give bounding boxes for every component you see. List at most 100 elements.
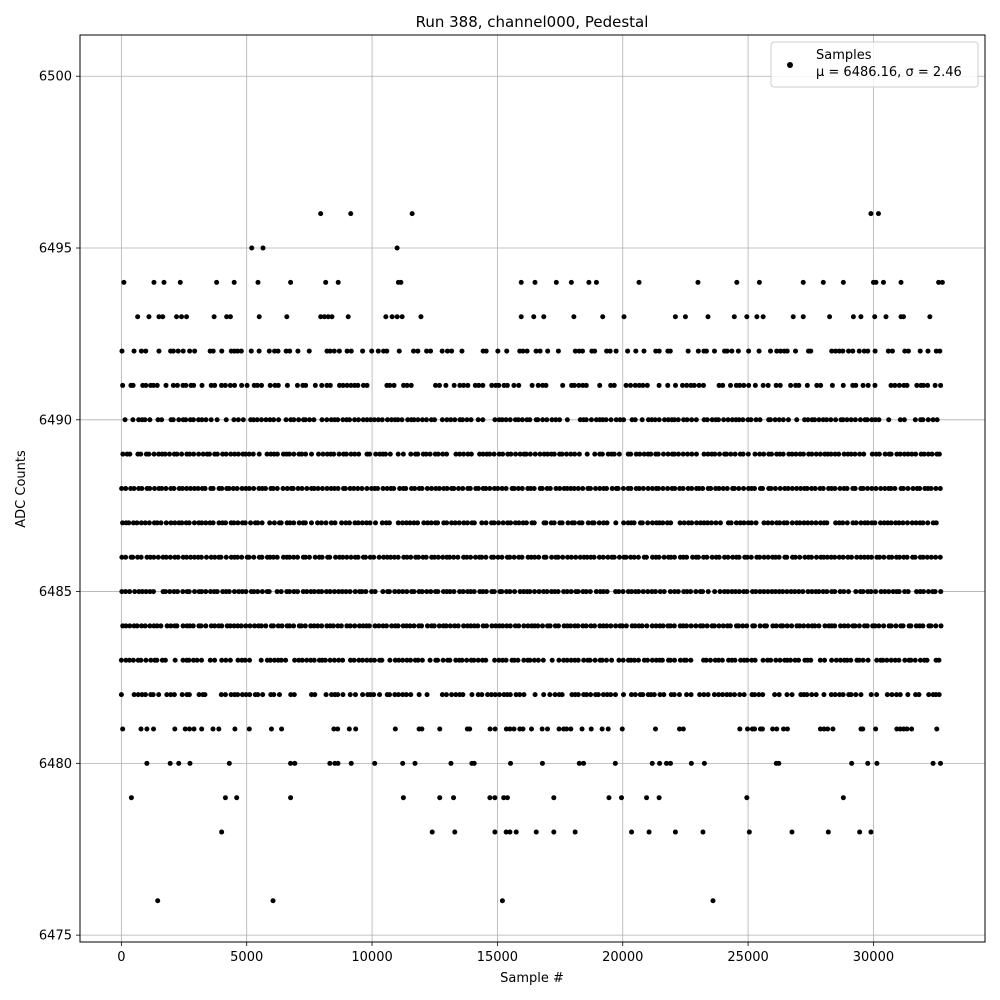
sample-point (608, 417, 614, 423)
sample-point (592, 451, 598, 457)
sample-point (452, 520, 458, 526)
sample-point (264, 451, 270, 457)
sample-point (934, 726, 940, 732)
sample-point (312, 554, 318, 560)
chart-title: Run 388, channel000, Pedestal (416, 13, 649, 31)
sample-point (840, 520, 846, 526)
sample-point (938, 589, 944, 595)
sample-point (411, 520, 417, 526)
sample-point (167, 554, 173, 560)
sample-point (468, 554, 474, 560)
sample-point (864, 623, 870, 629)
sample-point (688, 589, 694, 595)
sample-point (130, 657, 136, 663)
sample-point (295, 554, 301, 560)
sample-point (291, 520, 297, 526)
sample-point (744, 623, 750, 629)
sample-point (440, 657, 446, 663)
sample-point (816, 589, 822, 595)
sample-point (163, 382, 169, 388)
sample-point (848, 692, 854, 698)
sample-point (146, 520, 152, 526)
sample-point (232, 726, 238, 732)
sample-point (753, 589, 759, 595)
sample-point (588, 726, 594, 732)
sample-point (644, 795, 650, 801)
sample-point (508, 451, 514, 457)
sample-point (854, 554, 860, 560)
sample-point (593, 486, 599, 491)
sample-point (868, 589, 874, 595)
sample-point (272, 348, 278, 354)
sample-point (403, 692, 409, 698)
sample-point (865, 382, 871, 388)
sample-point (737, 726, 743, 732)
sample-point (416, 554, 422, 560)
sample-point (937, 348, 943, 354)
sample-point (773, 382, 779, 388)
sample-point (343, 589, 349, 595)
sample-point (796, 382, 802, 388)
sample-point (559, 451, 565, 457)
sample-point (119, 348, 125, 354)
sample-point (270, 623, 276, 629)
sample-point (568, 589, 574, 595)
sample-point (344, 382, 350, 388)
sample-point (868, 211, 874, 217)
sample-point (821, 726, 827, 732)
sample-point (231, 589, 237, 595)
sample-point (865, 554, 871, 560)
sample-point (369, 589, 375, 595)
x-tick-label: 5000 (230, 950, 263, 965)
sample-point (208, 554, 214, 560)
sample-point (468, 451, 474, 457)
sample-point (872, 348, 878, 354)
sample-point (925, 451, 931, 457)
sample-point (600, 589, 606, 595)
sample-point (424, 589, 430, 595)
sample-point (323, 589, 329, 595)
sample-point (339, 520, 345, 526)
sample-point (531, 486, 537, 491)
sample-point (741, 486, 747, 491)
sample-point (347, 623, 353, 629)
sample-point (451, 486, 457, 491)
sample-point (500, 623, 506, 629)
sample-point (403, 623, 409, 629)
sample-point (489, 382, 495, 388)
sample-point (503, 657, 509, 663)
sample-point (455, 554, 461, 560)
sample-point (636, 279, 642, 285)
sample-point (146, 314, 152, 320)
sample-point (858, 520, 864, 526)
sample-point (373, 451, 379, 457)
sample-point (199, 726, 205, 732)
sample-point (620, 657, 626, 663)
sample-point (419, 486, 425, 491)
sample-point (776, 589, 782, 595)
sample-point (840, 417, 846, 423)
sample-point (888, 520, 894, 526)
sample-point (154, 520, 160, 526)
sample-point (492, 829, 498, 835)
sample-point (820, 589, 826, 595)
sample-point (559, 520, 565, 526)
sample-point (260, 245, 266, 251)
sample-point (801, 623, 807, 629)
sample-point (158, 623, 164, 629)
sample-point (880, 279, 886, 285)
sample-point (487, 486, 493, 491)
sample-point (184, 486, 190, 491)
sample-point (460, 417, 466, 423)
sample-point (219, 348, 225, 354)
sample-point (271, 657, 277, 663)
sample-point (483, 589, 489, 595)
sample-point (873, 589, 879, 595)
sample-point (284, 382, 290, 388)
sample-point (499, 486, 505, 491)
sample-point (583, 623, 589, 629)
sample-point (263, 486, 269, 491)
sample-point (123, 554, 129, 560)
sample-point (652, 726, 658, 732)
sample-point (857, 829, 863, 835)
